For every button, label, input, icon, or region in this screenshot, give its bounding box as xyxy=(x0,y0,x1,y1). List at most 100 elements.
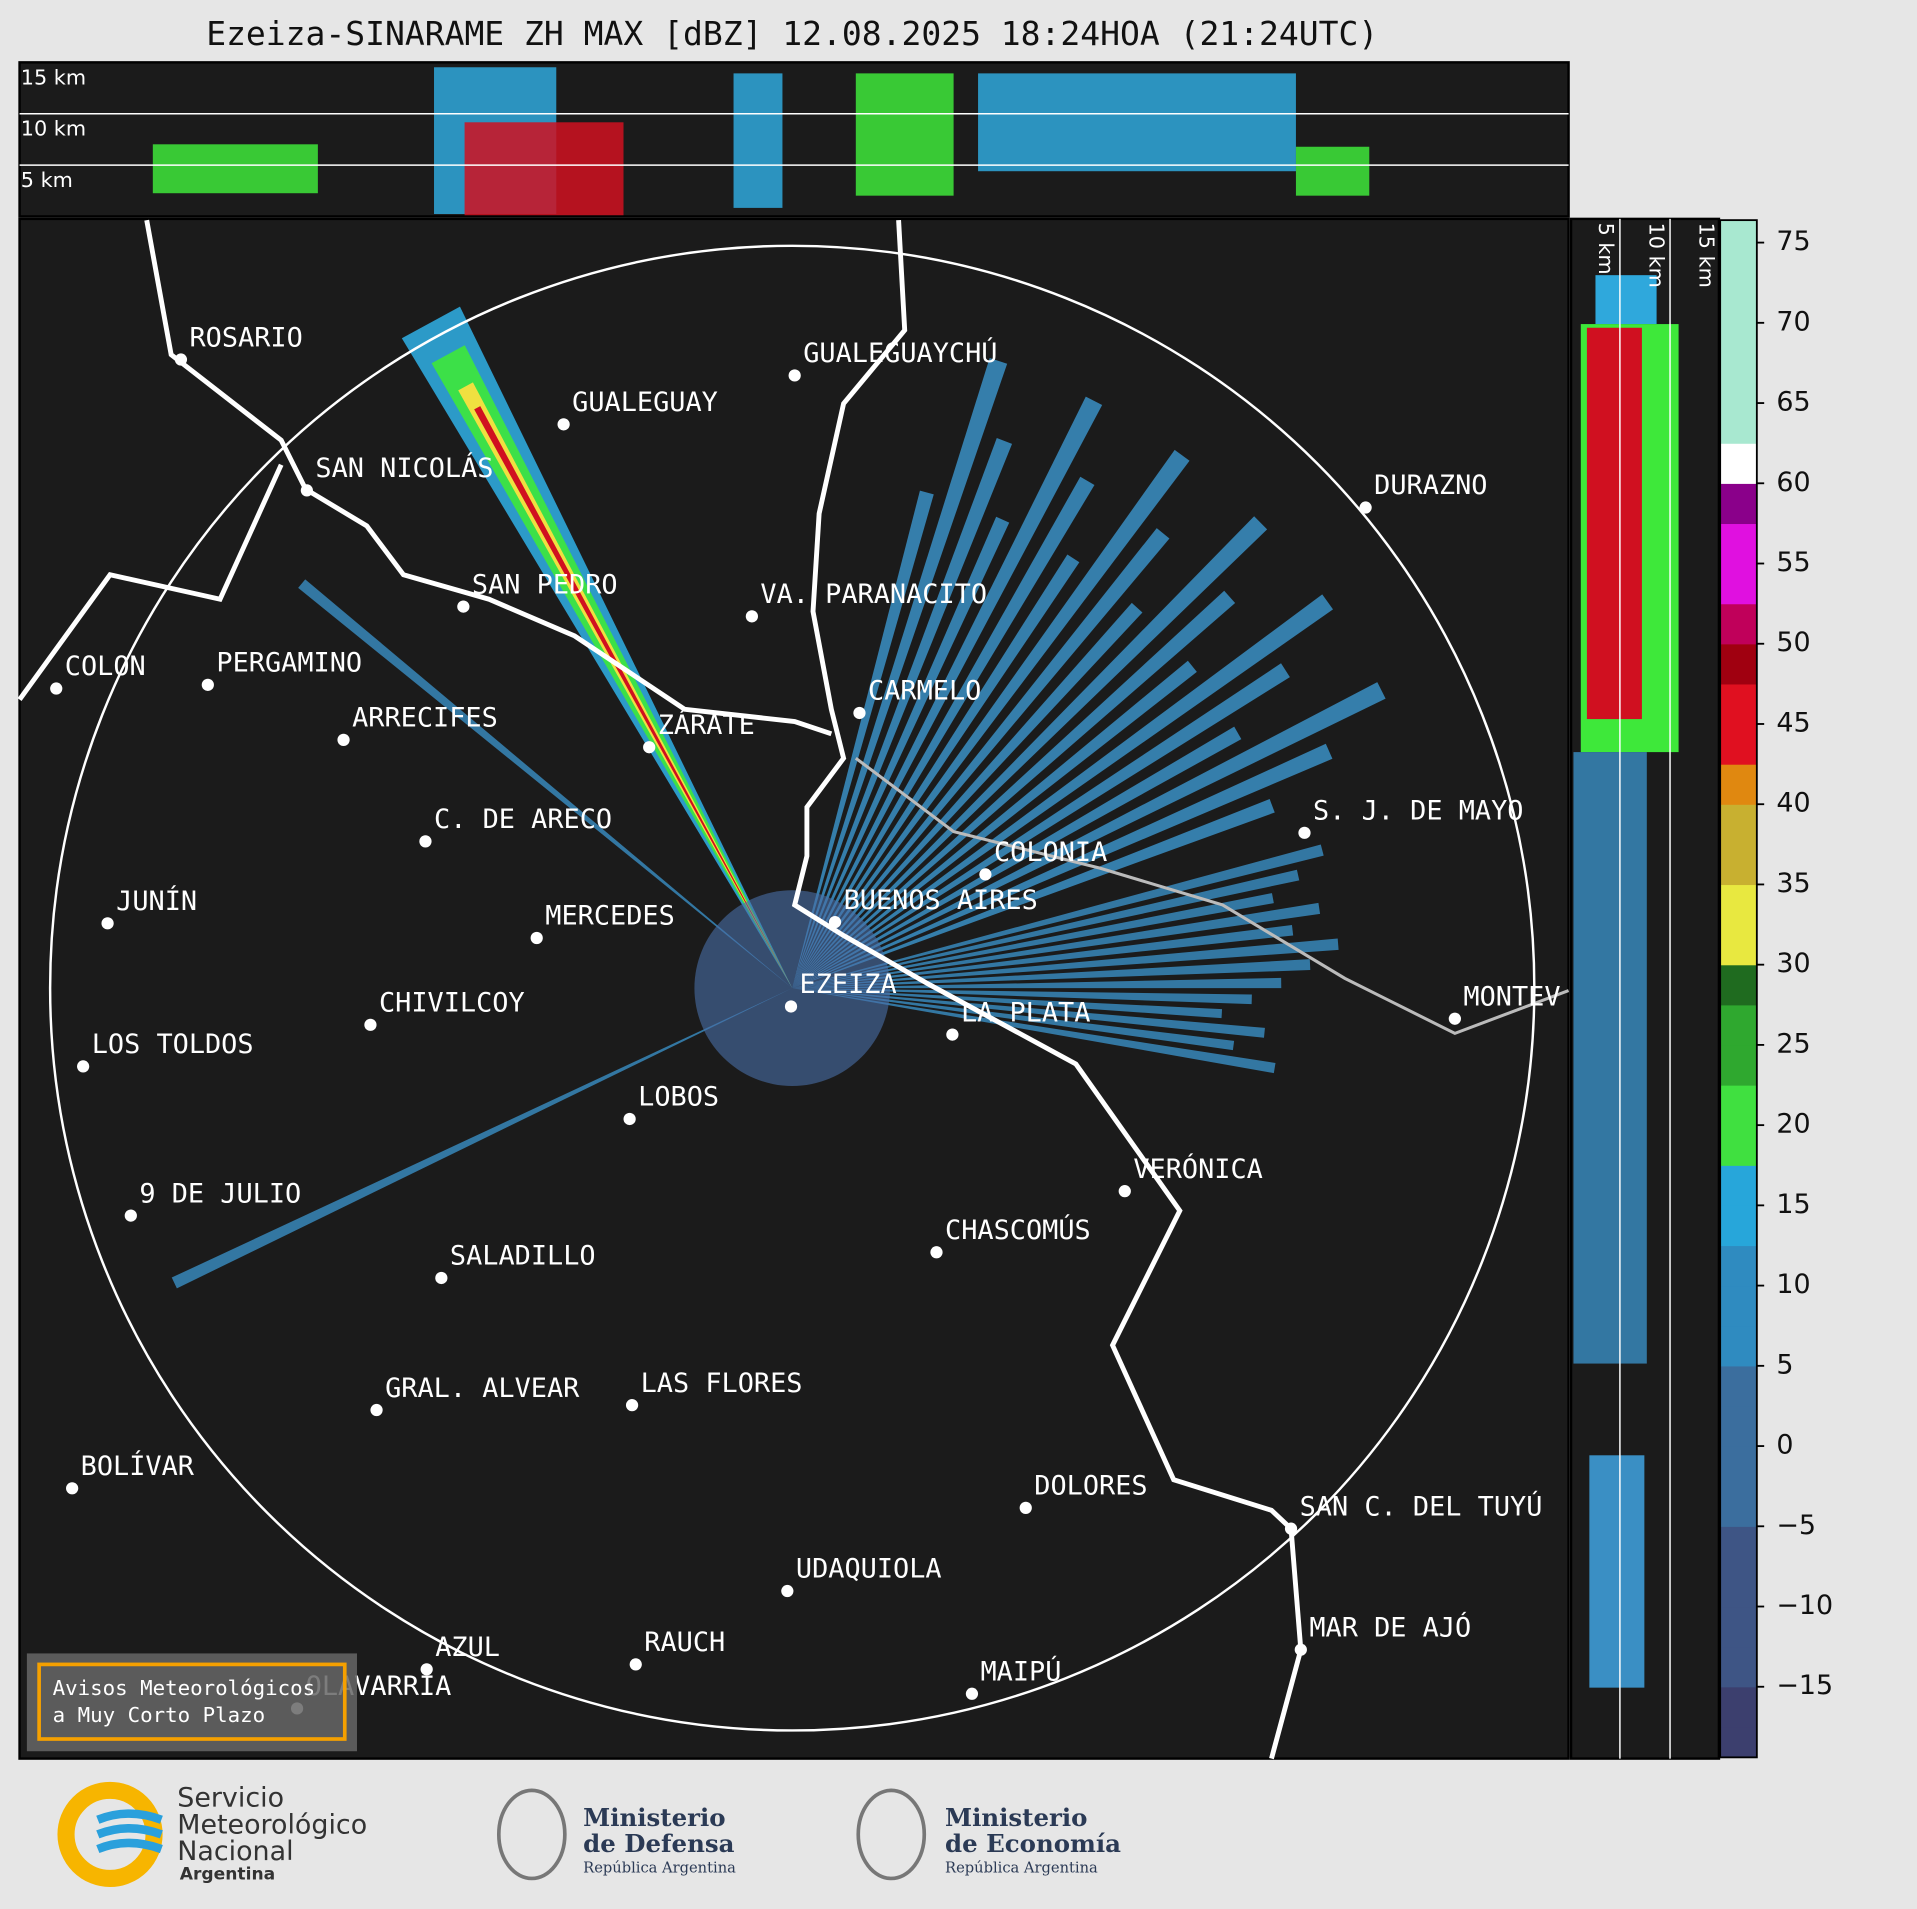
colorbar-step xyxy=(1720,403,1757,444)
city-label: ROSARIO xyxy=(189,322,302,353)
colorbar-tick-label: 25 xyxy=(1776,1028,1810,1059)
colorbar-tick-label: 60 xyxy=(1776,467,1810,498)
city-label: CHIVILCOY xyxy=(379,988,525,1019)
city-label: SAN PEDRO xyxy=(472,569,618,600)
city-label: MERCEDES xyxy=(545,901,675,932)
colorbar-tick-label: −5 xyxy=(1776,1510,1816,1541)
colorbar-tick-label: 75 xyxy=(1776,226,1810,257)
colorbar-step xyxy=(1720,1085,1757,1126)
colorbar-step xyxy=(1720,1606,1757,1648)
city-dot xyxy=(124,1209,137,1222)
city-dot xyxy=(1118,1185,1131,1198)
footer-text: de Economía xyxy=(945,1829,1121,1858)
warning-box[interactable]: Avisos Meteorológicos a Muy Corto Plazo xyxy=(26,1653,357,1752)
colorbar-tick-label: 40 xyxy=(1776,788,1810,819)
echo-wedge xyxy=(792,516,1010,989)
colorbar-tick-label: 5 xyxy=(1776,1349,1793,1380)
colorbar-step xyxy=(1720,1486,1757,1527)
colorbar-step xyxy=(1720,1165,1757,1206)
city-dot xyxy=(50,682,63,695)
colorbar-step xyxy=(1720,322,1757,364)
colorbar-tick-label: 70 xyxy=(1776,306,1810,337)
city-label: C. DE ARECO xyxy=(434,804,612,835)
height-label: 5 km xyxy=(1594,223,1618,275)
warning-box-border xyxy=(37,1662,347,1741)
coastline xyxy=(791,219,1304,1760)
city-label: RAUCH xyxy=(644,1627,725,1658)
echo-wedge xyxy=(431,345,793,989)
city-label: S. J. DE MAYO xyxy=(1313,796,1523,827)
city-label: JUNÍN xyxy=(116,885,197,917)
echo-section xyxy=(1586,327,1642,720)
colorbar-step xyxy=(1720,1726,1757,1758)
colorbar-step xyxy=(1720,764,1757,805)
height-lines: 15 km 10 km 5 km 5 km 10 km 15 km xyxy=(19,65,1718,1759)
city-dot xyxy=(174,353,188,366)
city-dot xyxy=(77,1060,90,1073)
echo-wedge xyxy=(792,476,1095,989)
city-dot xyxy=(530,931,543,945)
colorbar-step xyxy=(1720,1405,1757,1447)
city-label: MONTEV xyxy=(1463,981,1560,1012)
colorbar-step xyxy=(1720,603,1757,645)
colorbar-tick-label: 45 xyxy=(1776,707,1810,738)
height-label: 15 km xyxy=(1694,223,1718,288)
city-label: GUALEGUAY xyxy=(572,387,718,418)
echo-wedge xyxy=(792,663,1290,989)
border-line xyxy=(17,463,284,701)
radar-echoes xyxy=(152,67,1679,1688)
city-dot xyxy=(1019,1501,1032,1514)
echo-wedge xyxy=(458,382,793,989)
city-dot xyxy=(1359,501,1372,514)
city-label: BUENOS AIRES xyxy=(844,885,1038,916)
city-dot xyxy=(629,1658,642,1671)
city-label: ARRECIFES xyxy=(352,703,498,734)
echo-wedge xyxy=(792,924,1294,989)
colorbar-step xyxy=(1720,443,1757,484)
city-dot xyxy=(201,678,214,691)
colorbar-step xyxy=(1720,1566,1757,1608)
footer-text: República Argentina xyxy=(945,1860,1098,1877)
colorbar-step xyxy=(1720,1686,1757,1728)
footer-text: Ministerio xyxy=(945,1803,1087,1832)
colorbar-step xyxy=(1720,1245,1757,1287)
colorbar-step xyxy=(1720,643,1757,685)
height-label: 15 km xyxy=(21,65,86,89)
echo-section xyxy=(1589,1455,1645,1688)
border-line xyxy=(144,219,833,737)
colorbar-step xyxy=(1720,523,1757,565)
colorbar-step xyxy=(1720,220,1757,244)
shield xyxy=(496,1788,567,1881)
city-dot xyxy=(853,706,866,720)
city-label: MAR DE AJÓ xyxy=(1309,1611,1471,1643)
range-ring xyxy=(48,244,1536,1732)
echo-wedge xyxy=(792,449,1190,989)
colorbar-step xyxy=(1720,964,1757,1006)
echo-section xyxy=(152,144,318,194)
city-label: EZEIZA xyxy=(800,969,897,1000)
echo-wedge xyxy=(792,977,1282,989)
colorbar-tick-label: −10 xyxy=(1776,1590,1833,1621)
warning-text: a Muy Corto Plazo xyxy=(53,1703,266,1727)
colorbar-step xyxy=(1720,1205,1757,1247)
echo-wedge xyxy=(792,396,1103,989)
echo-wedge xyxy=(792,528,1170,989)
footer-text: Argentina xyxy=(180,1865,275,1885)
city-dot xyxy=(419,835,432,848)
city-label: VERÓNICA xyxy=(1133,1153,1263,1185)
colorbar-step xyxy=(1720,884,1757,926)
echo-wedge xyxy=(792,516,1268,989)
echo-wedge xyxy=(792,893,1274,989)
city-dot xyxy=(435,1271,448,1285)
colorbar-step xyxy=(1720,1044,1757,1086)
city-dot xyxy=(745,610,758,623)
echo-section xyxy=(733,73,783,208)
colorbar-step xyxy=(1720,1526,1757,1568)
city-label: CHASCOMÚS xyxy=(945,1214,1091,1246)
echo-section xyxy=(1573,752,1647,1364)
colorbar-step xyxy=(1720,1325,1757,1367)
echo-wedge xyxy=(792,902,1321,989)
city-label: DOLORES xyxy=(1034,1471,1147,1502)
echo-wedge xyxy=(792,988,1252,1005)
